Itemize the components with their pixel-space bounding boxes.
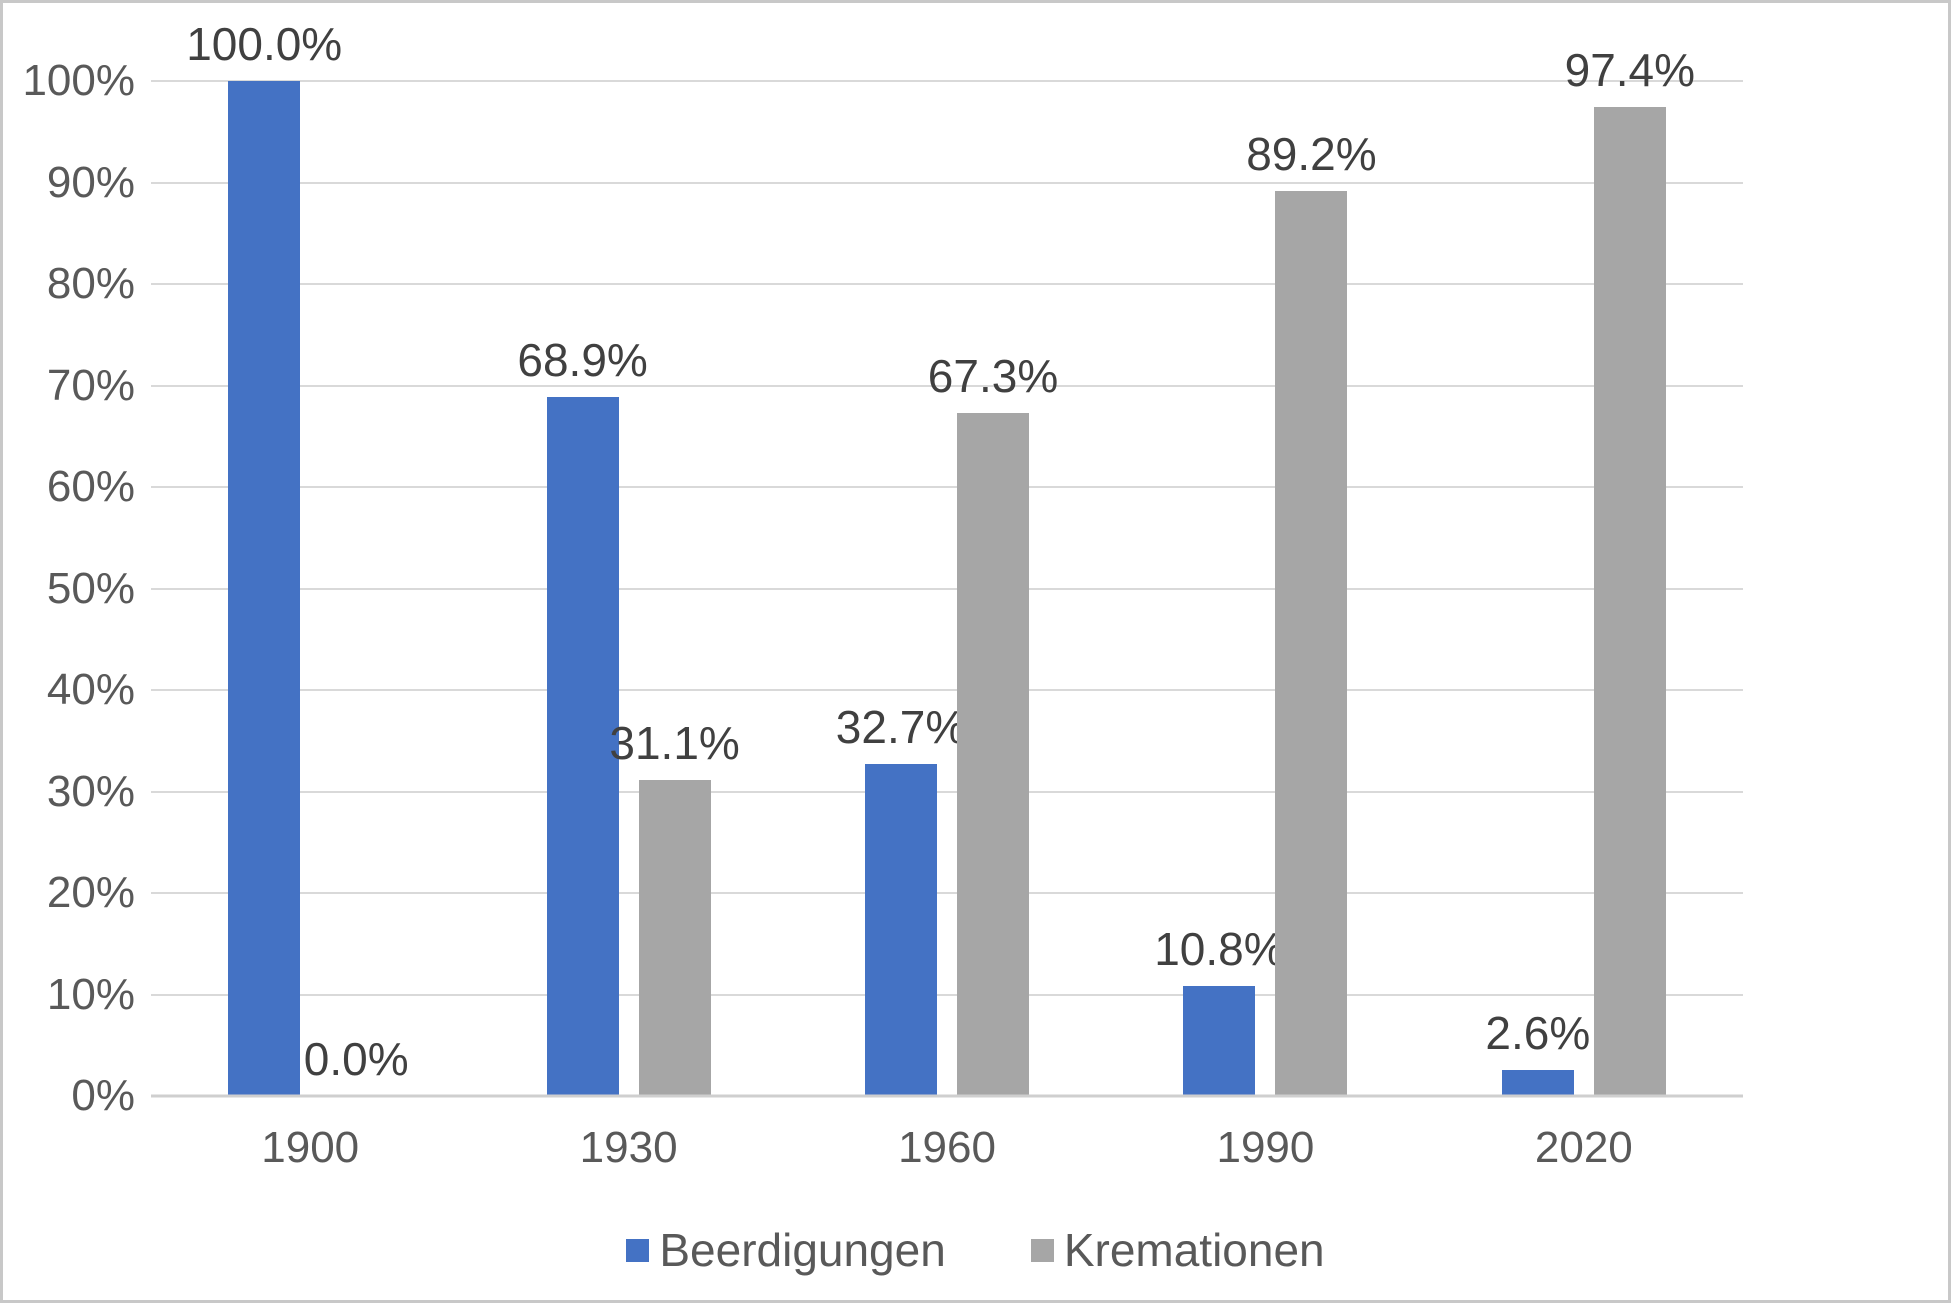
gridline xyxy=(151,80,1743,82)
data-label: 89.2% xyxy=(1246,127,1377,180)
bar-group-2020: 2.6% 97.4% xyxy=(1425,47,1743,1096)
x-tick-label-1930: 1930 xyxy=(579,1123,678,1172)
gridline xyxy=(151,790,1743,793)
data-label: 67.3% xyxy=(927,349,1059,402)
y-tick-label: 20% xyxy=(46,868,135,917)
x-tick-label-2020: 2020 xyxy=(1534,1123,1633,1172)
bar-group-1960: 32.7% 67.3% xyxy=(788,81,1106,1096)
y-tick-label: 80% xyxy=(46,259,135,308)
x-tick-label-1990: 1990 xyxy=(1216,1123,1315,1172)
plot-area: 0% 10% 20% 30% 40% 50% 60% 70% 80% 90% 100% 100.0%… xyxy=(22,21,1743,1118)
data-label: 68.9% xyxy=(517,333,648,386)
data-label: 0.0% xyxy=(303,1033,409,1085)
gridline xyxy=(151,181,1743,184)
y-tick-label: 50% xyxy=(46,563,135,613)
legend-swatch-icon xyxy=(1030,1238,1054,1262)
legend-item-beerdigungen: Beerdigungen xyxy=(626,1224,946,1276)
bar-beerdigungen-1990: 10.8% xyxy=(1154,926,1285,1096)
data-label: 10.8% xyxy=(1154,923,1285,976)
bar-kremationen-1990: 89.2% xyxy=(1246,131,1377,1096)
legend-label: Beerdigungen xyxy=(659,1224,946,1276)
legend: Beerdigungen Kremationen xyxy=(3,1225,1948,1276)
gridline xyxy=(151,689,1743,691)
y-tick-label: 70% xyxy=(46,360,135,410)
x-tick-label-1960: 1960 xyxy=(898,1123,996,1172)
bar-groups: 100.0% 0.0% 68.9% 31.1% 32.7% 67.3% 10.8% 89.2%… xyxy=(151,21,1743,1096)
legend-swatch-icon xyxy=(626,1238,650,1262)
gridline xyxy=(151,993,1743,996)
y-tick-label: 30% xyxy=(46,766,135,816)
data-label: 32.7% xyxy=(835,701,967,754)
x-axis-labels: 1900 1930 1960 1990 2020 xyxy=(151,1126,1743,1170)
data-label: 97.4% xyxy=(1564,44,1696,97)
y-tick-label: 10% xyxy=(46,969,135,1019)
gridline xyxy=(151,283,1743,285)
gridline xyxy=(151,384,1743,387)
bar-beerdigungen-2020: 2.6% xyxy=(1485,1010,1590,1096)
data-label: 31.1% xyxy=(609,717,740,770)
x-tick-label-1900: 1900 xyxy=(261,1123,360,1172)
bar-kremationen-1960: 67.3% xyxy=(928,353,1058,1096)
bar-beerdigungen-1930: 68.9% xyxy=(517,337,648,1096)
y-tick-label: 40% xyxy=(46,665,135,714)
bar-group-1930: 68.9% 31.1% xyxy=(469,81,787,1096)
y-tick-label: 100% xyxy=(22,56,135,105)
y-tick-label: 60% xyxy=(46,462,135,511)
gridline xyxy=(151,486,1743,488)
x-axis-line xyxy=(151,1094,1743,1098)
bar-beerdigungen-1960: 32.7% xyxy=(836,704,966,1096)
bar-beerdigungen-1900: 100.0% xyxy=(186,21,342,1096)
y-tick-label: 0% xyxy=(71,1071,135,1120)
bar-group-1990: 10.8% 89.2% xyxy=(1106,81,1424,1096)
legend-label: Kremationen xyxy=(1063,1224,1325,1276)
bar-kremationen-1930: 31.1% xyxy=(609,720,740,1096)
data-label: 100.0% xyxy=(186,18,343,70)
bar-group-1900: 100.0% 0.0% xyxy=(151,21,469,1096)
data-label: 2.6% xyxy=(1485,1006,1591,1059)
legend-item-kremationen: Kremationen xyxy=(1030,1224,1325,1276)
y-tick-label: 90% xyxy=(46,157,135,207)
gridline xyxy=(151,587,1743,590)
bar-kremationen-2020: 97.4% xyxy=(1565,47,1695,1096)
gridline xyxy=(151,892,1743,894)
